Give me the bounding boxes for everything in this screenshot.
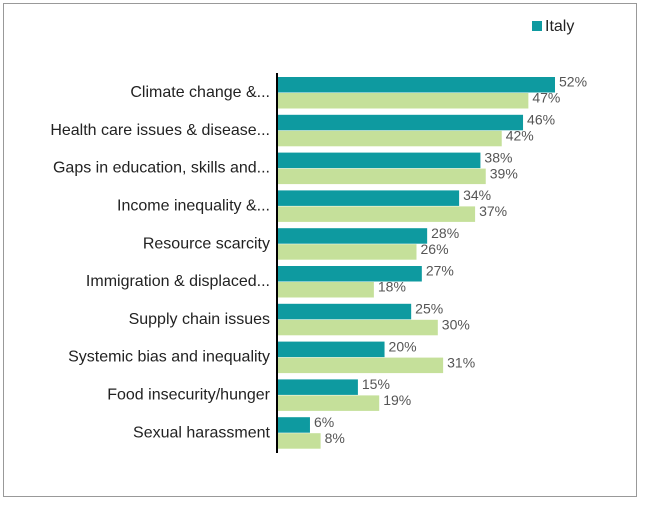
category-label: Immigration & displaced... (86, 273, 270, 290)
bar (278, 244, 417, 260)
value-label: 8% (325, 430, 345, 446)
value-label: 39% (490, 165, 518, 181)
bar (278, 228, 428, 244)
bar (278, 168, 486, 185)
value-label: 20% (389, 338, 417, 354)
bar (278, 77, 555, 93)
category-label: Health care issues & disease... (50, 122, 270, 139)
category-label: Systemic bias and inequality (68, 349, 270, 366)
bar (278, 417, 310, 433)
value-label: 47% (532, 90, 560, 106)
bar (278, 395, 380, 411)
value-label: 52% (559, 74, 587, 90)
category-label: Supply chain issues (129, 311, 270, 328)
category-label: Food insecurity/hunger (107, 387, 270, 404)
bar (278, 319, 438, 336)
category-label: Climate change &... (130, 84, 270, 101)
value-label: 37% (479, 203, 507, 219)
value-label: 34% (463, 187, 491, 203)
value-label: 6% (314, 414, 334, 430)
value-label: 15% (362, 376, 390, 392)
bar (278, 152, 481, 169)
category-label: Income inequality &... (117, 198, 270, 215)
bar (278, 206, 476, 222)
bar (278, 190, 460, 206)
bar (278, 130, 502, 147)
category-label: Resource scarcity (143, 235, 270, 252)
value-label: 19% (383, 392, 411, 408)
legend-label: Italy (545, 18, 574, 35)
frame (3, 3, 637, 497)
bar (278, 357, 444, 374)
bar (278, 303, 412, 320)
bar (278, 114, 524, 131)
value-label: 31% (447, 354, 475, 370)
bar (278, 433, 321, 449)
bar (278, 266, 422, 282)
bar (278, 282, 374, 298)
bar (278, 93, 529, 109)
value-label: 27% (426, 263, 454, 279)
bar (278, 379, 358, 395)
value-label: 26% (421, 241, 449, 257)
legend-swatch (532, 21, 542, 31)
value-label: 18% (378, 279, 406, 295)
category-label: Gaps in education, skills and... (53, 160, 270, 177)
value-label: 25% (415, 301, 443, 317)
category-label: Sexual harassment (133, 424, 271, 441)
bar (278, 341, 385, 358)
value-label: 30% (442, 317, 470, 333)
value-label: 28% (431, 225, 459, 241)
value-label: 46% (527, 112, 555, 128)
value-label: 42% (506, 128, 534, 144)
value-label: 38% (484, 149, 512, 165)
